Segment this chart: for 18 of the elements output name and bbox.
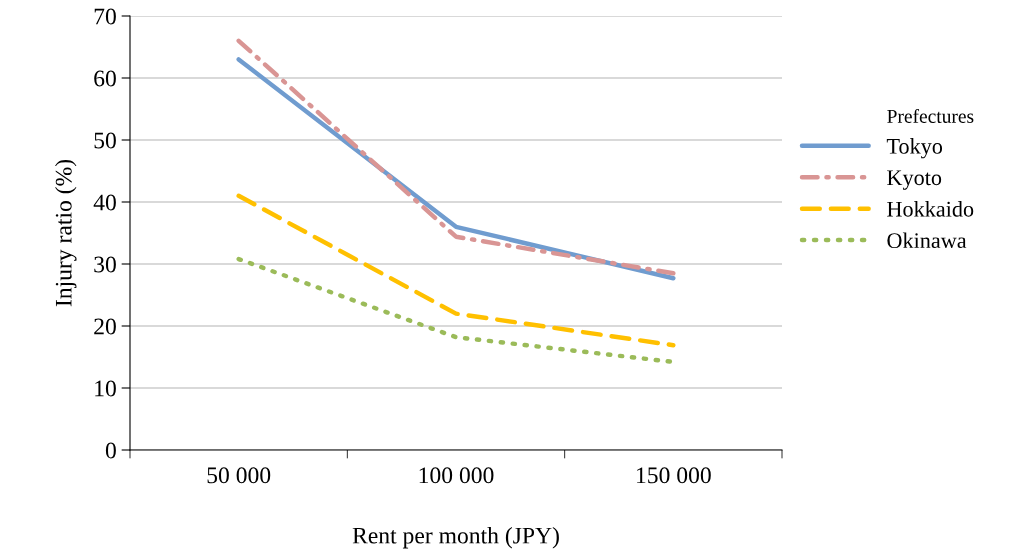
y-tick-label: 10 (95, 380, 116, 397)
y-tick-label: 50 (94, 132, 116, 149)
legend-label: Hokkaido (887, 201, 974, 217)
legend-label: Kyoto (887, 170, 942, 190)
y-tick-label: 60 (94, 70, 116, 87)
legend-title: Prefectures (887, 109, 974, 123)
x-tick-label: 150 000 (637, 467, 711, 484)
x-axis-title: Rent per month (JPY) (352, 526, 559, 549)
y-tick-label: 20 (94, 318, 116, 335)
y-tick-label: 70 (94, 8, 116, 25)
legend-label: Tokyo (886, 138, 943, 159)
y-axis-title: Injury ratio (%) (55, 159, 77, 307)
y-tick-label: 30 (94, 256, 116, 273)
x-tick-label: 100 000 (419, 467, 494, 484)
y-tick-label: 0 (105, 442, 116, 459)
legend-label: Okinawa (887, 232, 967, 249)
y-tick-label: 40 (93, 194, 116, 211)
x-tick-label: 50 000 (207, 467, 271, 484)
